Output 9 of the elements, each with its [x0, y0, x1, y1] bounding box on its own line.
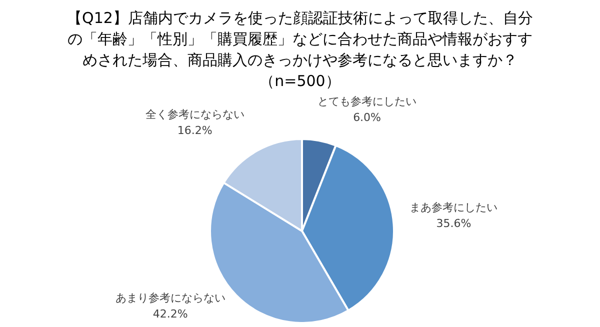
- slice-label: あまり参考にならない: [115, 292, 226, 305]
- data-label: 35.6%: [436, 217, 472, 230]
- data-label: 6.0%: [353, 111, 382, 124]
- slice-label: 全く参考にならない: [145, 108, 244, 121]
- chart-title: 【Q12】店舗内でカメラを使った顔認証技術によって取得した、自分の「年齢」「性別」「購買履歴」などに合わせた商品や情報がおすすめされた場合、商品購入のきっかけや参考になると思いますか？（n=500）: [66, 8, 534, 92]
- slice-label: とても参考にしたい: [318, 95, 417, 108]
- slice-label: まあ参考にしたい: [410, 201, 498, 214]
- data-label: 16.2%: [177, 124, 212, 137]
- data-label: 42.2%: [152, 308, 188, 321]
